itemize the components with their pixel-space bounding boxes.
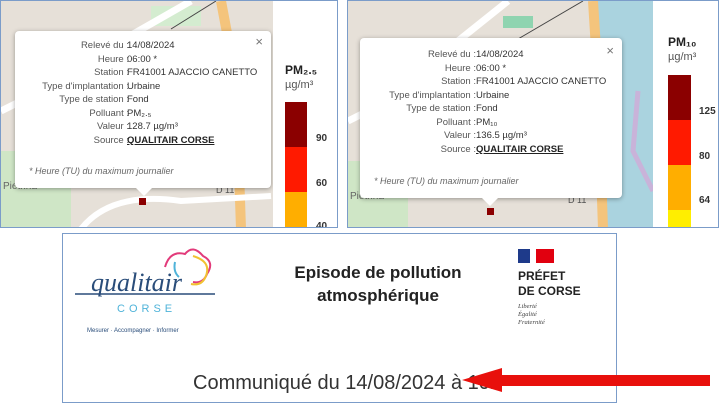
station-popup: × Relevé du :14/08/2024 Heure :06:00 * S… bbox=[360, 38, 622, 206]
map-panel-pm25: Pietrina D 11 × Relevé du :14/08/2024 He… bbox=[0, 0, 338, 228]
legend-band bbox=[285, 192, 307, 227]
logo-subtitle: CORSE bbox=[117, 303, 177, 315]
label-station: Station : bbox=[94, 67, 129, 78]
label-pollutant: Polluant : bbox=[436, 116, 476, 128]
source-link[interactable]: QUALITAIR CORSE bbox=[127, 134, 215, 146]
label-station: Station : bbox=[441, 76, 476, 87]
source-link[interactable]: QUALITAIR CORSE bbox=[476, 143, 564, 155]
motto-egalite: Égalité bbox=[518, 311, 537, 318]
footnote: * Heure (TU) du maximum journalier bbox=[374, 176, 519, 186]
value-pollutant: PM₂.₅ bbox=[127, 107, 152, 119]
value-station-type: Fond bbox=[127, 94, 149, 105]
label-implantation: Type d'implantation : bbox=[389, 89, 476, 101]
legend-band bbox=[668, 120, 691, 165]
label-implantation: Type d'implantation : bbox=[42, 80, 129, 92]
legend-title: PM₁₀ bbox=[668, 35, 697, 49]
legend-pm10: PM₁₀ µg/m³ 125 80 64 bbox=[653, 1, 718, 227]
station-marker[interactable] bbox=[487, 208, 494, 215]
legend-threshold: 90 bbox=[316, 133, 328, 144]
label-station-type: Type de station : bbox=[59, 94, 129, 105]
map-road-label: D 11 bbox=[568, 195, 586, 205]
label-date: Relevé du : bbox=[80, 40, 129, 51]
close-icon[interactable]: × bbox=[255, 34, 263, 49]
value-date: 14/08/2024 bbox=[476, 49, 524, 60]
map-road-label: D 11 bbox=[216, 185, 234, 195]
legend-band bbox=[668, 210, 691, 227]
legend-band bbox=[285, 147, 307, 192]
qualitair-logo: qualitair CORSE Mesurer · Accompagner · … bbox=[75, 242, 215, 337]
legend-threshold: 60 bbox=[316, 178, 328, 189]
logo-tagline: Mesurer · Accompagner · Informer bbox=[87, 328, 179, 334]
label-source: Source : bbox=[93, 134, 129, 146]
banner-title: Episode de pollution atmosphérique bbox=[263, 261, 493, 307]
legend-band bbox=[668, 165, 691, 210]
value-station: FR41001 AJACCIO CANETTO bbox=[476, 76, 607, 87]
legend-band bbox=[668, 75, 691, 120]
label-value: Valeur : bbox=[96, 121, 129, 132]
value-station-type: Fond bbox=[476, 103, 498, 114]
value-hour: 06:00 * bbox=[476, 62, 507, 74]
prefet-logo: PRÉFET DE CORSE Liberté Égalité Fraterni… bbox=[518, 249, 598, 339]
value-pollutant: PM₁₀ bbox=[476, 116, 498, 128]
value-implantation: Urbaine bbox=[476, 89, 510, 101]
value-hour: 06:00 * bbox=[127, 53, 158, 65]
legend-title: PM₂.₅ bbox=[285, 63, 318, 77]
legend-threshold: 64 bbox=[699, 195, 711, 206]
map-panel-pm10: Pietrina D 11 × Relevé du :14/08/2024 He… bbox=[347, 0, 719, 228]
red-arrow-icon bbox=[462, 368, 710, 392]
legend-threshold: 80 bbox=[699, 151, 711, 162]
legend-band bbox=[285, 102, 307, 147]
value-value: 128.7 µg/m³ bbox=[127, 121, 178, 132]
station-popup: × Relevé du :14/08/2024 Heure :06:00 * S… bbox=[15, 31, 271, 196]
value-station: FR41001 AJACCIO CANETTO bbox=[127, 67, 258, 78]
label-date: Relevé du : bbox=[427, 49, 476, 60]
value-implantation: Urbaine bbox=[127, 80, 161, 92]
prefet-line-2: DE CORSE bbox=[518, 284, 581, 298]
communique-date: Communiqué du 14/08/2024 à 10h bbox=[193, 372, 502, 394]
close-icon[interactable]: × bbox=[606, 43, 614, 58]
communique-banner: qualitair CORSE Mesurer · Accompagner · … bbox=[62, 233, 617, 403]
label-source: Source : bbox=[440, 143, 476, 155]
title-line-1: Episode de pollution bbox=[294, 263, 462, 282]
legend-unit: µg/m³ bbox=[285, 79, 314, 91]
cloud-icon bbox=[75, 248, 215, 295]
legend-pm25: PM₂.₅ µg/m³ 90 60 40 bbox=[273, 1, 337, 228]
footnote: * Heure (TU) du maximum journalier bbox=[29, 166, 174, 176]
legend-unit: µg/m³ bbox=[668, 51, 697, 63]
legend-threshold: 40 bbox=[316, 221, 328, 228]
french-flag-icon bbox=[518, 249, 554, 263]
motto-fraternite: Fraternité bbox=[518, 319, 545, 326]
label-station-type: Type de station : bbox=[406, 103, 476, 114]
prefet-line-1: PRÉFET bbox=[518, 269, 566, 283]
logo-text: qualitair bbox=[91, 268, 183, 297]
label-pollutant: Polluant : bbox=[89, 107, 129, 119]
value-value: 136.5 µg/m³ bbox=[476, 130, 527, 141]
legend-threshold: 125 bbox=[699, 106, 716, 117]
value-date: 14/08/2024 bbox=[127, 40, 175, 51]
label-value: Valeur : bbox=[443, 130, 476, 141]
label-hour: Heure : bbox=[444, 62, 476, 74]
station-marker[interactable] bbox=[139, 198, 146, 205]
title-line-2: atmosphérique bbox=[317, 286, 439, 305]
motto-liberte: Liberté bbox=[518, 303, 537, 310]
label-hour: Heure : bbox=[97, 53, 129, 65]
